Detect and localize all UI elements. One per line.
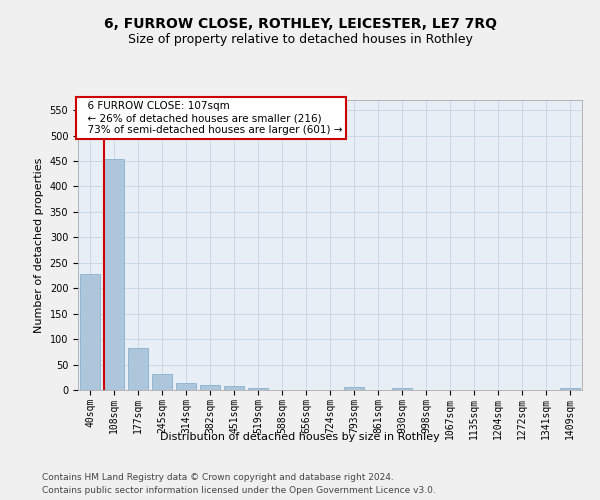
- Text: 6, FURROW CLOSE, ROTHLEY, LEICESTER, LE7 7RQ: 6, FURROW CLOSE, ROTHLEY, LEICESTER, LE7…: [104, 18, 497, 32]
- Bar: [104, 159, 124, 390]
- Text: Size of property relative to detached houses in Rothley: Size of property relative to detached ho…: [128, 32, 472, 46]
- Y-axis label: Number of detached properties: Number of detached properties: [34, 158, 44, 332]
- Text: Distribution of detached houses by size in Rothley: Distribution of detached houses by size …: [160, 432, 440, 442]
- Bar: [248, 388, 268, 390]
- Bar: [224, 386, 244, 390]
- Bar: [128, 348, 148, 390]
- Text: Contains HM Land Registry data © Crown copyright and database right 2024.: Contains HM Land Registry data © Crown c…: [42, 472, 394, 482]
- Bar: [200, 385, 220, 390]
- Bar: [392, 388, 412, 390]
- Bar: [80, 274, 100, 390]
- Bar: [344, 388, 364, 390]
- Bar: [176, 384, 196, 390]
- Text: Contains public sector information licensed under the Open Government Licence v3: Contains public sector information licen…: [42, 486, 436, 495]
- Text: 6 FURROW CLOSE: 107sqm
  ← 26% of detached houses are smaller (216)
  73% of sem: 6 FURROW CLOSE: 107sqm ← 26% of detached…: [80, 102, 342, 134]
- Bar: [152, 374, 172, 390]
- Bar: [560, 388, 580, 390]
